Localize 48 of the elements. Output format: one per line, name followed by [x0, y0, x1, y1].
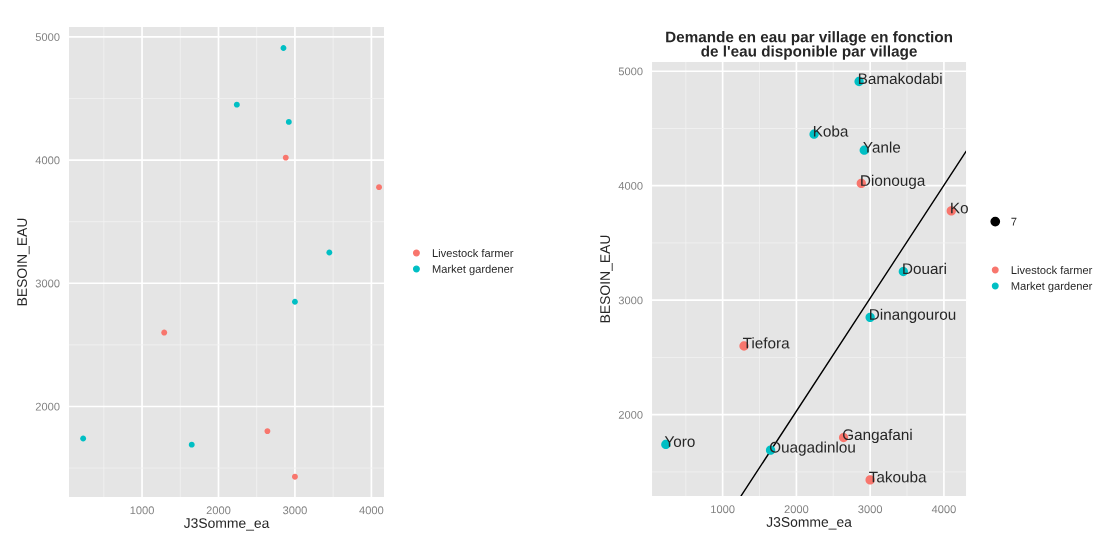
legend-label: Market gardener	[432, 264, 514, 276]
annotation: Tiefora	[742, 337, 790, 349]
legend-label: Livestock farmer	[432, 248, 514, 258]
x-tick-label: 1000	[711, 505, 735, 514]
x-tick-label: 3000	[858, 505, 883, 514]
y-tick-label: 2000	[35, 402, 60, 411]
point	[291, 298, 298, 305]
annotation: Douari	[903, 262, 946, 275]
annotation: Yanle	[863, 141, 901, 153]
y-tick-label: 2000	[618, 410, 643, 419]
y-axis-title: BESOIN_EAU	[17, 218, 30, 306]
x-tick-label: 1000	[130, 506, 154, 515]
y-tick-label: 3000	[618, 296, 643, 305]
point	[264, 428, 271, 435]
point	[280, 45, 287, 51]
annotation: Ko	[951, 202, 968, 214]
y-tick-label: 5000	[618, 67, 643, 76]
y-tick-label: 4000	[35, 156, 60, 165]
legend-label: Market gardener	[1011, 281, 1093, 293]
chart-title: Demande en eau par village en fonction de l'eau disponible par village	[666, 31, 953, 60]
x-tick-label: 2000	[206, 506, 231, 515]
y-tick-label: 5000	[35, 33, 60, 42]
x-tick-label: 2000	[784, 505, 809, 514]
annotation: Yoro	[664, 436, 695, 447]
legend-title: 7	[1011, 217, 1017, 226]
x-tick-label: 3000	[283, 506, 307, 515]
y-axis-title: BESOIN_EAU	[600, 235, 613, 323]
point	[326, 249, 333, 256]
annotation: Dinangourou	[870, 308, 956, 323]
legend-label: Livestock farmer	[1011, 265, 1093, 275]
x-axis-title: J3Somme_ea	[766, 517, 852, 530]
y-tick-label: 3000	[35, 279, 60, 288]
annotation: Takouba	[869, 471, 927, 483]
point	[376, 184, 382, 191]
x-tick-label: 4000	[931, 505, 956, 514]
point	[285, 118, 292, 125]
x-axis-title: J3Somme_ea	[183, 518, 270, 531]
point	[188, 441, 195, 448]
annotation: Dionouga	[861, 174, 926, 189]
point	[80, 435, 87, 442]
y-tick-label: 4000	[618, 181, 643, 190]
point	[233, 101, 240, 108]
annotation: Bamakodabi	[858, 72, 942, 85]
annotation: Koba	[813, 125, 849, 137]
point	[282, 154, 289, 161]
point	[291, 473, 298, 480]
x-tick-label: 4000	[359, 506, 384, 515]
point	[161, 329, 168, 336]
